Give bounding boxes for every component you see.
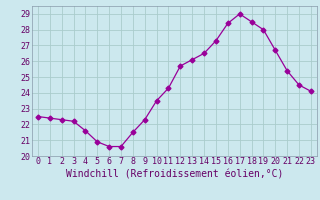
X-axis label: Windchill (Refroidissement éolien,°C): Windchill (Refroidissement éolien,°C) [66,169,283,179]
